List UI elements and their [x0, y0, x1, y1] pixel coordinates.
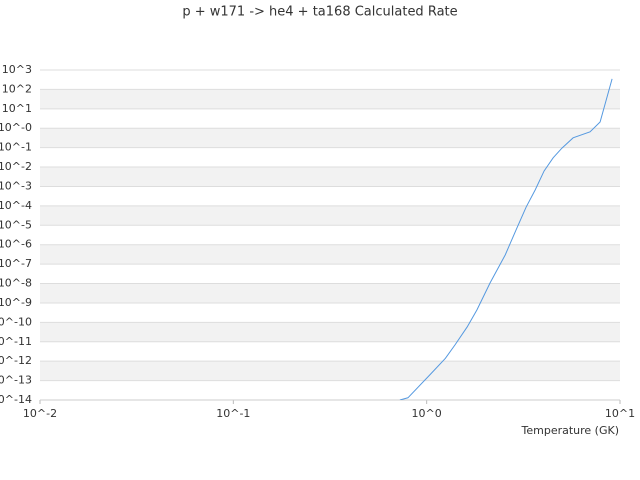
grid-band	[40, 128, 620, 148]
y-tick-label: 10^-9	[0, 296, 32, 309]
y-tick-label: 10^3	[2, 63, 32, 76]
y-tick-label: 10^-1	[0, 141, 32, 154]
grid-band	[40, 205, 620, 226]
y-tick-label: 10^-0	[0, 121, 32, 134]
grid-band	[40, 167, 620, 187]
y-tick-label: 10^-14	[0, 393, 32, 406]
grid-band	[40, 361, 620, 381]
y-tick-label: 10^-11	[0, 335, 32, 348]
y-tick-label: 10^-7	[0, 257, 32, 270]
grid-band	[40, 89, 620, 109]
chart-title: p + w171 -> he4 + ta168 Calculated Rate	[182, 5, 457, 20]
x-tick-label: 10^-1	[216, 407, 250, 420]
y-tick-label: 10^-5	[0, 218, 32, 231]
y-tick-label: 10^-13	[0, 374, 32, 387]
y-tick-label: 10^-10	[0, 315, 32, 328]
x-tick-label: 10^-2	[23, 407, 57, 420]
y-tick-label: 10^-4	[0, 199, 32, 212]
y-tick-label: 10^-2	[0, 160, 32, 173]
grid-band	[40, 283, 620, 303]
x-axis-label: Temperature (GK)	[521, 424, 620, 437]
grid-band	[40, 322, 620, 342]
y-tick-label: 10^-3	[0, 179, 32, 192]
y-tick-label: 10^-8	[0, 277, 32, 290]
y-tick-label: 10^-6	[0, 238, 32, 251]
y-tick-label: 10^-12	[0, 354, 32, 367]
grid-band	[40, 244, 620, 265]
y-tick-label: 10^1	[2, 102, 32, 115]
data-line	[399, 78, 613, 400]
x-tick-label: 10^0	[412, 407, 442, 420]
x-tick-label: 10^1	[605, 407, 635, 420]
y-tick-label: 10^2	[2, 82, 32, 95]
